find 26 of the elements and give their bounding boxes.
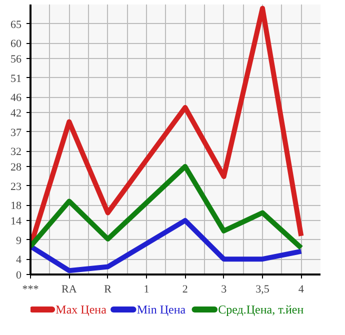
y-tick-label: 51 [10,72,22,85]
legend-label: Max Цена [56,302,108,316]
x-tick-label: RA [62,284,77,296]
y-tick-label: 4 [16,254,22,266]
y-tick-label: 0 [16,270,22,282]
y-tick-label: 32 [10,146,22,158]
y-tick-label: 42 [10,108,22,120]
y-tick-label: 37 [10,126,22,139]
x-tick-label: 4 [298,284,304,296]
legend-label: Сред.Цена, т.йен [218,302,304,316]
y-tick-label: 60 [10,38,22,50]
x-tick-label: *** [22,284,39,296]
x-tick-label: 3,5 [256,284,270,296]
x-tick-label: R [104,284,112,296]
y-tick-label: 14 [10,216,22,228]
y-tick-label: 18 [10,200,22,212]
x-tick-label: 2 [182,284,188,296]
legend-label: Min Цена [136,302,186,316]
x-tick-label: 3 [221,284,228,296]
y-tick-label: 9 [16,234,22,247]
y-tick-label: 56 [10,54,22,66]
x-tick-label: 1 [144,284,150,296]
y-tick-label: 28 [10,162,22,174]
y-tick-label: 65 [10,18,22,31]
y-tick-label: 46 [10,92,22,104]
y-tick-label: 23 [10,180,22,193]
